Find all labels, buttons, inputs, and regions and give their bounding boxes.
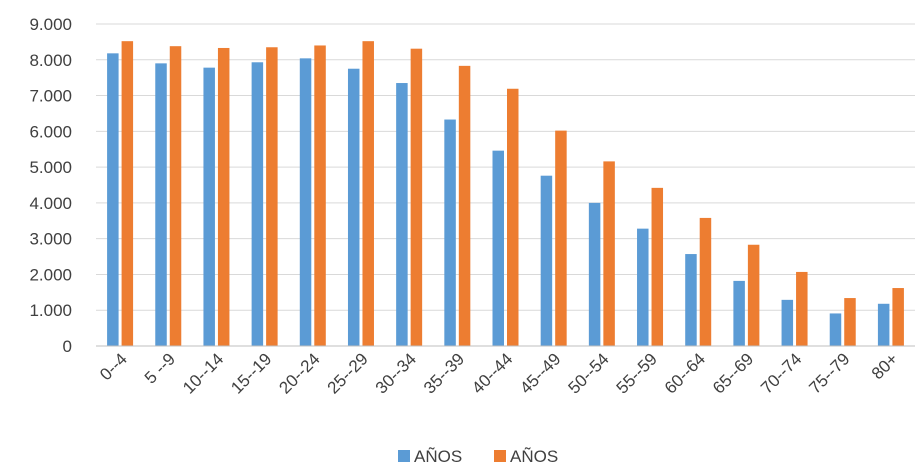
bar-series-2 [699,217,712,346]
bar-series-2 [507,88,519,346]
x-tick-label: 45--49 [516,349,564,397]
bar-series-1 [588,202,601,346]
y-tick-label: 3.000 [29,230,72,249]
bar-series-2 [410,48,423,346]
bar-series-1 [299,58,312,346]
bar-series-2 [266,47,278,346]
bar-series-2 [892,288,904,346]
y-tick-label: 7.000 [29,87,72,106]
bar-series-2 [603,161,615,346]
legend-swatch [398,450,410,462]
bar-series-2 [362,41,374,346]
bar-series-2 [555,130,567,346]
bar-series-2 [169,46,182,346]
bar-series-1 [203,67,215,346]
bars [107,41,904,347]
x-tick-label: 65--69 [709,349,757,397]
bar-series-1 [733,280,745,346]
x-tick-label: 30--34 [372,349,420,397]
bar-series-2 [217,47,230,347]
bar-series-1 [829,313,842,346]
bar-series-2 [747,244,760,346]
x-tick-label: 40--44 [468,349,516,397]
x-tick-label: 25--29 [324,349,372,397]
bar-series-1 [347,68,360,346]
gridlines [96,23,915,347]
bar-series-1 [251,62,264,346]
legend: AÑOS AÑOS [398,447,558,466]
bar-series-1 [685,254,697,346]
y-axis: 0 1.000 2.000 3.000 4.000 5.000 6.000 7.000 8.00… [29,15,72,356]
x-tick-label: 50--54 [564,349,612,397]
legend-label: AÑOS [414,447,462,466]
bar-series-2 [796,271,808,346]
y-tick-label: 9.000 [29,15,72,34]
x-tick-label: 20--24 [275,349,323,397]
x-tick-label: 10--14 [179,349,227,397]
y-tick-label: 2.000 [29,265,72,284]
bar-series-1 [396,83,408,347]
y-tick-label: 4.000 [29,194,72,213]
bar-series-1 [444,119,456,346]
bar-series-2 [458,65,471,347]
bar-series-1 [540,175,553,346]
y-tick-label: 1.000 [29,301,72,320]
x-tick-label: 80+ [868,349,902,383]
bar-series-1 [637,228,649,346]
legend-label: AÑOS [510,447,558,466]
y-tick-label: 8.000 [29,51,72,70]
bar-series-2 [651,187,664,346]
x-tick-label: 55--59 [613,349,661,397]
bar-series-2 [314,45,326,346]
x-tick-label: 60--64 [661,349,709,397]
bar-series-2 [121,41,134,346]
bar-series-1 [155,63,167,346]
y-tick-label: 0 [63,337,72,356]
y-tick-label: 6.000 [29,122,72,141]
y-tick-label: 5.000 [29,158,72,177]
x-tick-label: 70--74 [757,349,805,397]
legend-swatch [494,450,506,462]
x-tick-label: 35--39 [420,349,468,397]
bar-series-1 [781,299,794,346]
bar-series-1 [107,53,119,347]
bar-series-1 [492,150,504,346]
x-axis: 0--4 5 --9 10--14 15--19 20--24 25--29 30--34 3… [96,345,915,398]
x-tick-label: 15--19 [227,349,275,397]
x-tick-label: 75--79 [805,349,853,397]
x-tick-label: 0--4 [96,349,131,384]
bar-series-1 [877,303,890,346]
bar-series-2 [844,298,856,346]
x-tick-label: 5 --9 [141,349,179,387]
